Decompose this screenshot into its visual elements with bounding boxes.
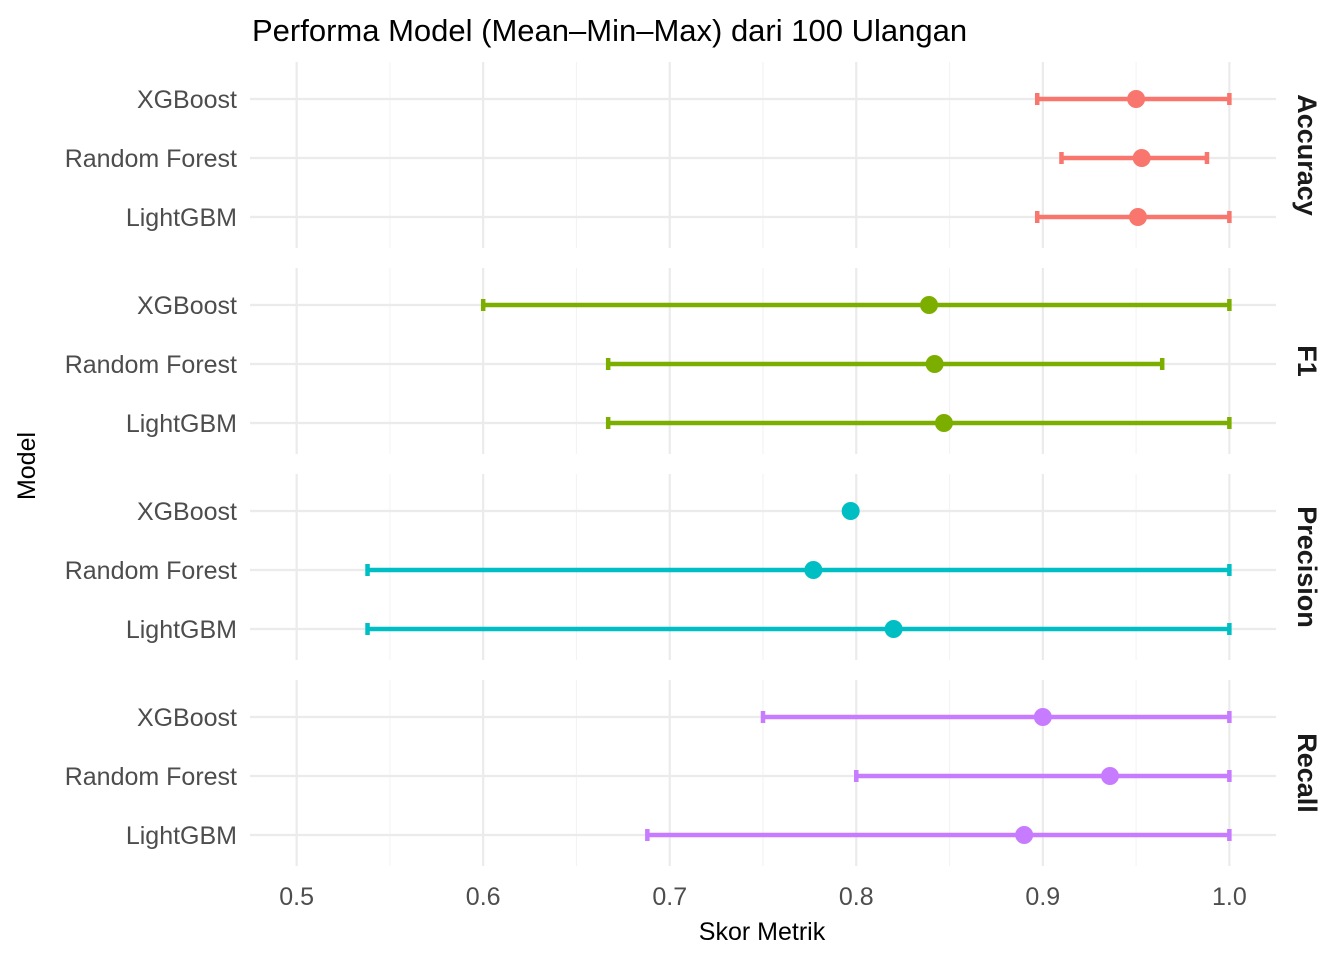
mean-point [1033, 708, 1052, 726]
mean-point [1127, 90, 1146, 108]
errorbar-accuracy-lightgbm [1034, 208, 1232, 226]
facet-panel-accuracy: XGBoost Random Forest LightGBM Accuracy [65, 62, 1322, 248]
x-tick-label: 0.6 [466, 883, 501, 911]
x-tick-label: 1.0 [1212, 883, 1247, 911]
y-tick-label: XGBoost [137, 86, 237, 114]
errorbar-precision-xgboost [841, 502, 860, 520]
errorbar-precision-random-forest [365, 561, 1232, 579]
mean-point [1132, 149, 1151, 167]
mean-point [841, 502, 860, 520]
x-tick-label: 0.7 [652, 883, 687, 911]
x-axis-title: Skor Metrik [699, 918, 826, 946]
errorbar-f1-xgboost [480, 296, 1232, 314]
mean-point [1128, 208, 1147, 226]
facet-strip-label: Accuracy [1292, 94, 1322, 216]
y-axis-title: Model [13, 432, 41, 500]
errorbar-recall-random-forest [854, 767, 1232, 785]
facet-strip-label: Recall [1292, 733, 1322, 813]
y-tick-label: XGBoost [137, 704, 237, 732]
y-tick-label: Random Forest [65, 145, 237, 173]
errorbar-accuracy-xgboost [1034, 90, 1232, 108]
facet-strip-label: Precision [1292, 506, 1322, 628]
x-tick-label: 0.5 [279, 883, 314, 911]
facet-panel-f1: XGBoost Random Forest LightGBM F1 [65, 268, 1322, 454]
mean-point [1100, 767, 1119, 785]
errorbar-accuracy-random-forest [1059, 149, 1210, 167]
mean-point [884, 620, 903, 638]
mean-point [934, 414, 953, 432]
y-tick-label: XGBoost [137, 292, 237, 320]
errorbar-recall-lightgbm [645, 826, 1232, 844]
y-tick-label: Random Forest [65, 351, 237, 379]
mean-point [920, 296, 939, 314]
x-tick-label: 0.9 [1025, 883, 1060, 911]
facet-panel-precision: XGBoost Random Forest LightGBM Precision [65, 474, 1322, 660]
y-tick-label: LightGBM [126, 616, 237, 644]
errorbar-precision-lightgbm [365, 620, 1232, 638]
y-tick-label: LightGBM [126, 204, 237, 232]
mean-point [804, 561, 823, 579]
x-tick-label: 0.8 [839, 883, 874, 911]
errorbar-f1-random-forest [605, 355, 1165, 373]
y-tick-label: LightGBM [126, 822, 237, 850]
mean-point [1015, 826, 1034, 844]
facet-panel-recall: XGBoost Random Forest LightGBM Recall [65, 680, 1322, 866]
facet-strip-label: F1 [1292, 345, 1322, 377]
y-tick-label: Random Forest [65, 557, 237, 585]
mean-point [925, 355, 944, 373]
errorbar-f1-lightgbm [605, 414, 1232, 432]
chart-title: Performa Model (Mean–Min–Max) dari 100 U… [252, 13, 967, 48]
x-axis-tick-labels: 0.5 0.6 0.7 0.8 0.9 1.0 [279, 883, 1246, 911]
y-tick-label: LightGBM [126, 410, 237, 438]
errorbar-recall-xgboost [760, 708, 1232, 726]
y-tick-label: XGBoost [137, 498, 237, 526]
y-tick-label: Random Forest [65, 763, 237, 791]
